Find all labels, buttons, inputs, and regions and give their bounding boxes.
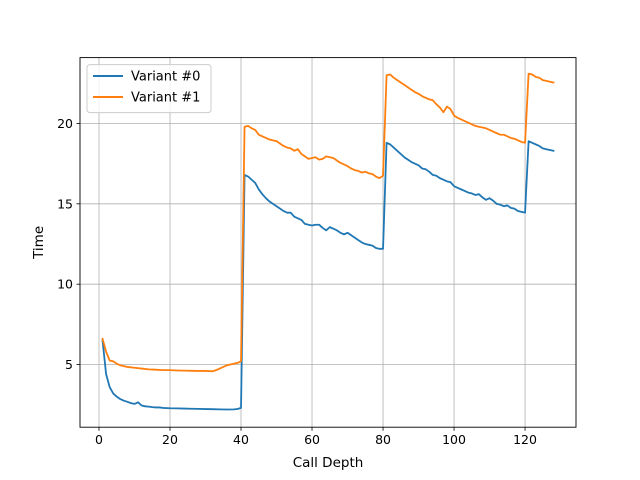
x-tick-label: 40	[233, 432, 249, 447]
y-tick-label: 10	[57, 277, 73, 292]
grid-lines	[80, 57, 576, 428]
series-line-variant-0	[101, 140, 555, 411]
series-line-variant-1	[101, 72, 555, 373]
x-tick-label: 60	[304, 432, 320, 447]
x-axis-label: Call Depth	[293, 455, 364, 471]
series-lines	[101, 72, 555, 411]
legend-label-variant-0: Variant #0	[131, 70, 200, 85]
y-axis-ticks: 5 10 15 20	[57, 116, 80, 372]
x-tick-label: 20	[162, 432, 178, 447]
x-tick-label: 100	[442, 432, 466, 447]
y-tick-label: 20	[57, 116, 73, 131]
legend-label-variant-1: Variant #1	[131, 91, 200, 106]
plot-frame	[79, 57, 577, 428]
y-tick-label: 5	[65, 357, 73, 372]
x-axis-ticks: 0 20 40 60 80 100 120	[95, 427, 537, 447]
x-tick-label: 80	[375, 432, 391, 447]
y-axis-label: Time	[31, 226, 47, 260]
y-tick-label: 15	[57, 196, 73, 211]
legend: Variant #0 Variant #1	[86, 64, 212, 114]
x-tick-label: 120	[513, 432, 537, 447]
x-tick-label: 0	[95, 432, 103, 447]
